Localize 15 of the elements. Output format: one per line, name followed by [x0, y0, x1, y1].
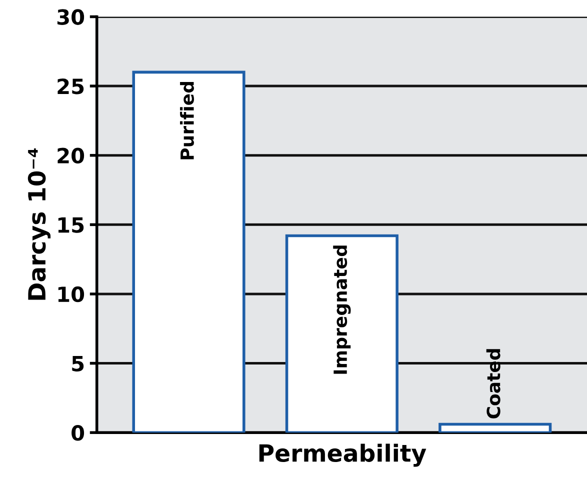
bar — [438, 422, 552, 433]
x-tick-label: Purified — [180, 82, 194, 160]
y-tick-label: 5 — [72, 356, 84, 372]
y-tick-label: 15 — [58, 217, 84, 233]
y-tick-label: 20 — [58, 148, 84, 164]
bar — [132, 70, 246, 433]
y-tick-label: 30 — [57, 9, 84, 25]
y-tick-label: 0 — [72, 425, 84, 441]
bar — [285, 234, 398, 433]
x-axis-title: Permeability — [259, 444, 426, 467]
y-tick-label: 10 — [58, 286, 84, 302]
y-tick-label: 25 — [58, 78, 84, 94]
x-tick-label: Impregnated — [333, 246, 351, 374]
x-tick-label: Coated — [486, 349, 500, 418]
y-axis-title: Darcys 10⁻⁴ — [28, 148, 51, 300]
